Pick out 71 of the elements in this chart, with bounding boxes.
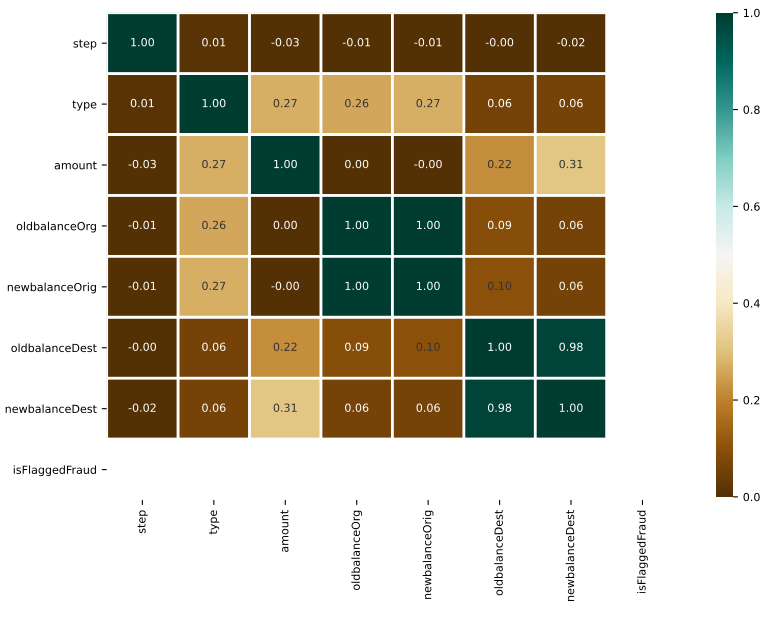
data-label: 0.06 [202,403,226,412]
data-label: -0.03 [128,160,156,168]
y-tick-label: isFlaggedFraud [14,465,96,476]
data-label: 1.00 [274,160,297,168]
data-label: 0.26 [202,220,226,230]
data-label: 0.06 [488,98,512,108]
data-label: -0.01 [128,220,156,230]
data-label: -0.03 [271,38,299,46]
y-tick-label: oldbalanceDest [11,344,97,352]
data-label: 1.00 [417,220,440,230]
y-tick-label: step [74,40,96,50]
data-label: 0.06 [416,403,440,412]
data-label: 0.26 [345,98,368,108]
data-label: 0.31 [559,160,582,168]
data-label: 1.00 [202,98,226,108]
data-label: -0.02 [557,38,584,46]
data-label: 0.06 [559,220,583,230]
x-tick-label: isFlaggedFraud [637,510,648,593]
x-tick-label: newbalanceDest [566,510,574,602]
x-tick-label: oldbalanceDest [494,510,503,596]
data-label: 0.27 [202,160,226,168]
y-tick-label: oldbalanceOrg [16,222,96,232]
data-label: 1.00 [488,342,512,351]
data-label: 0.00 [345,160,368,168]
data-label: -0.00 [486,38,514,46]
data-label: -0.01 [342,38,370,46]
y-tick-label: amount [54,161,97,170]
data-label: -0.02 [128,403,156,412]
x-tick-label: oldbalanceOrg [351,510,362,590]
y-tick-label: newbalanceOrig [8,282,96,294]
data-label: -0.00 [414,160,442,168]
data-label: 0.00 [274,220,297,230]
data-label: 0.09 [345,342,368,351]
y-tick-label: newbalanceDest [6,404,97,414]
x-tick-label: amount [280,510,288,552]
data-label: 0.98 [559,342,583,351]
data-label: 0.27 [416,98,440,108]
y-tick-label: type [72,100,96,111]
data-label: 1.00 [346,220,368,230]
data-label: -0.00 [271,282,299,290]
data-label: 0.09 [488,220,512,230]
color-bar-label: 0.6 [744,202,760,211]
x-tick-label: type [209,510,220,534]
data-label: 0.27 [274,98,297,108]
data-label: 0.27 [202,282,226,290]
data-label: 0.10 [488,282,512,290]
data-label: 0.22 [488,160,511,168]
data-label: 0.10 [416,342,440,351]
x-tick-label: step [138,510,148,534]
data-label: 0.01 [202,38,226,46]
data-label: 0.31 [274,403,297,412]
color-bar-label: 0.2 [744,396,760,404]
data-label: -0.01 [414,38,442,46]
color-bar-label: 1.0 [744,8,760,18]
data-label: 1.00 [131,38,154,46]
color-bar-label: 0.0 [744,492,760,502]
data-label: -0.00 [128,342,156,351]
data-label: 0.06 [345,403,368,412]
data-label: 0.98 [488,403,512,412]
color-bar-label: 0.4 [744,299,760,308]
data-label: 1.00 [560,403,583,412]
data-label: 1.00 [346,282,368,290]
data-label: 0.06 [559,282,583,290]
data-label: 0.06 [202,342,226,351]
data-label: 0.06 [559,98,583,108]
data-label: 0.01 [130,98,154,108]
x-tick-label: newbalanceOrig [422,510,434,599]
data-label: 0.22 [274,342,297,351]
data-label: 1.00 [417,282,440,290]
color-bar-label: 0.8 [744,106,760,114]
data-label: -0.01 [128,282,156,290]
